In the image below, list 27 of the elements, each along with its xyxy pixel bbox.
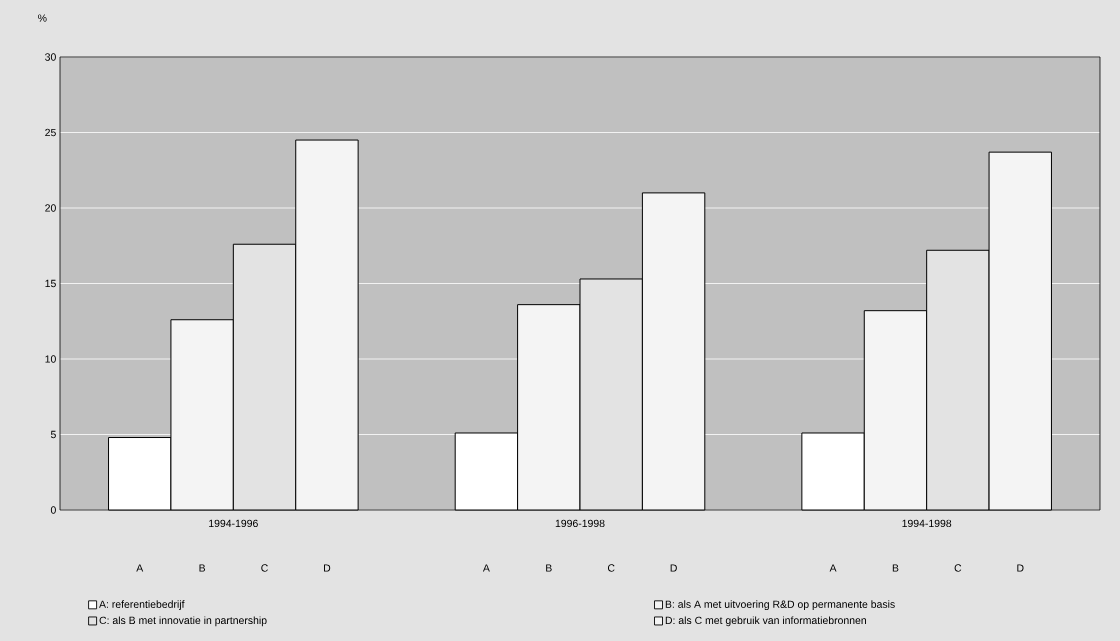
y-tick-label: 5 — [50, 430, 56, 439]
text: C — [261, 564, 268, 572]
text: D — [324, 564, 331, 572]
text: D — [670, 564, 677, 572]
legend-label: C: als B met innovatie in partnership — [99, 616, 267, 627]
y-tick-label: 25 — [45, 128, 56, 137]
text: A — [482, 564, 490, 572]
text: A — [829, 564, 837, 572]
y-tick-label: 15 — [45, 279, 56, 288]
legend-label: A: referentiebedrijf — [99, 600, 185, 611]
text: B — [546, 564, 552, 572]
text: B — [892, 564, 899, 572]
x-tick-label: 1994-1996 — [209, 519, 258, 528]
y-tick-label: 20 — [45, 204, 56, 212]
text: D — [1017, 564, 1024, 572]
y-tick-label: 10 — [45, 355, 56, 363]
legend-label: B: als A met uitvoering R&D op permanente basis — [665, 600, 895, 611]
y-tick-label: 30 — [45, 53, 56, 61]
text: B — [199, 564, 206, 572]
y-tick-label: 0 — [50, 506, 56, 514]
text: C — [607, 564, 615, 572]
x-tick-label: 1996-1998 — [555, 519, 605, 528]
legend-label: D: als C met gebruik van informatiebronnen — [665, 616, 866, 627]
text: C — [954, 564, 962, 572]
text: A — [136, 564, 144, 572]
x-tick-label: 1994-1998 — [902, 519, 952, 528]
y-axis-title: % — [38, 14, 47, 22]
